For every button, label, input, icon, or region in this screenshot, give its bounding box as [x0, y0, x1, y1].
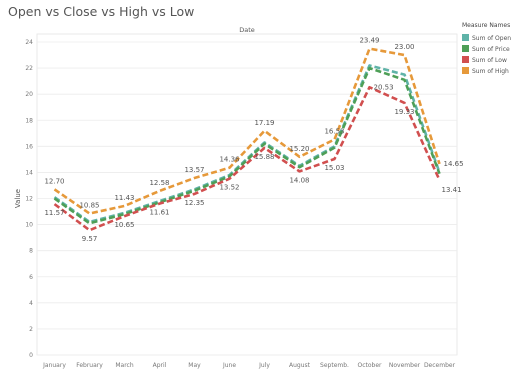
data-label: 12.58: [149, 179, 169, 187]
x-tick-label: January: [42, 362, 66, 369]
y-tick-label: 22: [25, 65, 33, 72]
data-label: 11.43: [114, 194, 134, 202]
data-label: 15.03: [324, 164, 344, 172]
data-label: 23.49: [359, 37, 379, 45]
data-label: 15.88: [254, 153, 274, 161]
legend-label: Sum of Low: [472, 57, 507, 64]
data-label: 13.57: [184, 166, 204, 174]
y-tick-label: 10: [25, 222, 33, 229]
y-tick-label: 20: [25, 91, 33, 98]
y-tick-label: 16: [25, 143, 33, 150]
grid-layer: [36, 33, 458, 356]
legend-label: Sum of High: [472, 68, 509, 75]
data-label: 14.65: [444, 160, 464, 168]
series-line: [53, 66, 441, 225]
data-label: 12.70: [44, 177, 64, 185]
data-label: 19.33: [394, 108, 414, 116]
data-label: 14.08: [289, 176, 309, 184]
data-label: 11.57: [44, 209, 64, 217]
y-tick-label: 8: [29, 248, 33, 255]
data-label-layer: 12.70 11.57 10.85 9.57 11.43 10.65 12.58 11.61 1…: [44, 37, 463, 244]
data-label: 14.36: [219, 156, 240, 164]
x-tick-label: October: [357, 362, 382, 369]
series-layer: [53, 47, 441, 232]
legend-swatch: [462, 34, 469, 41]
x-tick-label: November: [389, 362, 421, 369]
data-label: 12.35: [184, 199, 204, 207]
x-tick-label: June: [222, 362, 236, 369]
legend-swatch: [462, 67, 469, 74]
data-label: 16.53: [324, 127, 344, 135]
y-tick-label: 4: [29, 300, 33, 307]
y-tick-label: 0: [29, 352, 33, 359]
data-label: 20.53: [374, 83, 394, 91]
x-tick-label: July: [258, 362, 270, 369]
legend-label: Sum of Open: [472, 35, 511, 42]
legend: Measure Names Sum of Open Sum of Price Sum …: [462, 22, 511, 75]
legend-swatch: [462, 45, 469, 52]
y-tick-label: 2: [29, 326, 33, 333]
x-tick-label: Septemb.: [320, 362, 349, 369]
x-tick-label: April: [153, 362, 167, 369]
series-line: [53, 47, 441, 215]
data-label: 11.61: [149, 209, 169, 217]
legend-label: Sum of Price: [472, 46, 510, 53]
data-label: 17.19: [254, 119, 274, 127]
x-tick-label: August: [289, 362, 311, 369]
x-tick-label: March: [115, 362, 133, 369]
y-tick-label: 6: [29, 274, 33, 281]
x-tick-label: May: [188, 362, 201, 369]
data-label: 9.57: [82, 235, 98, 243]
x-tick-label: December: [424, 362, 456, 369]
data-label: 10.65: [114, 221, 134, 229]
y-tick-label: 18: [25, 117, 33, 124]
data-label: 13.52: [219, 184, 239, 192]
plot-frame: [36, 33, 458, 356]
legend-swatch: [462, 56, 469, 63]
y-axis-title: Value: [14, 189, 22, 208]
y-tick-label: 14: [25, 169, 33, 176]
series-line: [53, 85, 441, 232]
x-tick-label: February: [76, 362, 103, 369]
y-tick-label: 12: [25, 196, 33, 203]
column-header: Date: [239, 26, 255, 34]
data-label: 10.85: [79, 201, 99, 209]
data-label: 13.41: [442, 186, 462, 194]
y-tick-label: 24: [25, 39, 33, 46]
data-label: 15.20: [289, 145, 309, 153]
data-label: 23.00: [394, 43, 414, 51]
legend-title: Measure Names: [462, 22, 510, 29]
chart-title: Open vs Close vs High vs Low: [8, 4, 195, 19]
